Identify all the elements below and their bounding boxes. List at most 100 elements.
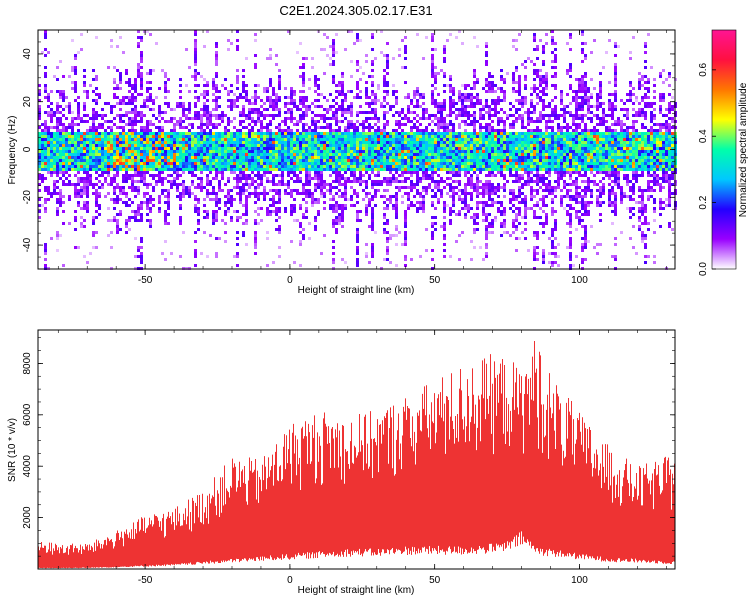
heatmap-cell xyxy=(41,123,44,126)
heatmap-cell xyxy=(131,120,134,123)
heatmap-cell xyxy=(200,117,203,120)
heatmap-cell xyxy=(314,126,317,129)
heatmap-cell xyxy=(227,144,230,147)
heatmap-cell xyxy=(371,246,374,249)
heatmap-cell xyxy=(59,150,62,153)
heatmap-cell xyxy=(92,114,95,117)
heatmap-cell xyxy=(458,183,461,186)
heatmap-cell xyxy=(344,162,347,165)
heatmap-cell xyxy=(266,192,269,195)
heatmap-cell xyxy=(293,102,296,105)
heatmap-cell xyxy=(167,90,170,93)
heatmap-cell xyxy=(194,165,197,168)
heatmap-cell xyxy=(281,135,284,138)
heatmap-cell xyxy=(281,129,284,132)
heatmap-cell xyxy=(212,78,215,81)
heatmap-cell xyxy=(383,159,386,162)
heatmap-cell xyxy=(116,162,119,165)
heatmap-cell xyxy=(125,159,128,162)
heatmap-cell xyxy=(218,153,221,156)
heatmap-cell xyxy=(194,150,197,153)
heatmap-cell xyxy=(47,105,50,108)
heatmap-cell xyxy=(386,42,389,45)
heatmap-cell xyxy=(245,177,248,180)
heatmap-cell xyxy=(503,222,506,225)
heatmap-cell xyxy=(464,201,467,204)
heatmap-cell xyxy=(140,111,143,114)
heatmap-cell xyxy=(377,162,380,165)
heatmap-cell xyxy=(401,132,404,135)
heatmap-cell xyxy=(410,111,413,114)
heatmap-cell xyxy=(227,201,230,204)
heatmap-cell xyxy=(68,153,71,156)
heatmap-cell xyxy=(344,186,347,189)
heatmap-cell xyxy=(116,147,119,150)
heatmap-cell xyxy=(443,129,446,132)
heatmap-cell xyxy=(176,102,179,105)
heatmap-cell xyxy=(476,204,479,207)
heatmap-cell xyxy=(242,69,245,72)
heatmap-cell xyxy=(152,141,155,144)
heatmap-cell xyxy=(98,195,101,198)
heatmap-cell xyxy=(56,66,59,69)
heatmap-cell xyxy=(392,147,395,150)
heatmap-cell xyxy=(485,105,488,108)
heatmap-cell xyxy=(209,183,212,186)
heatmap-cell xyxy=(128,120,131,123)
heatmap-cell xyxy=(95,162,98,165)
heatmap-cell xyxy=(80,186,83,189)
heatmap-cell xyxy=(356,33,359,36)
heatmap-cell xyxy=(278,195,281,198)
heatmap-cell xyxy=(428,156,431,159)
heatmap-cell xyxy=(119,156,122,159)
heatmap-cell xyxy=(53,183,56,186)
heatmap-cell xyxy=(401,141,404,144)
heatmap-cell xyxy=(335,84,338,87)
heatmap-cell xyxy=(320,114,323,117)
heatmap-cell xyxy=(140,156,143,159)
heatmap-cell xyxy=(356,177,359,180)
heatmap-cell xyxy=(53,147,56,150)
heatmap-cell xyxy=(119,210,122,213)
heatmap-cell xyxy=(134,90,137,93)
heatmap-cell xyxy=(140,159,143,162)
heatmap-cell xyxy=(464,153,467,156)
heatmap-cell xyxy=(374,93,377,96)
heatmap-cell xyxy=(62,90,65,93)
heatmap-cell xyxy=(446,39,449,42)
heatmap-cell xyxy=(134,168,137,171)
heatmap-cell xyxy=(293,150,296,153)
heatmap-cell xyxy=(203,111,206,114)
heatmap-cell xyxy=(68,159,71,162)
heatmap-cell xyxy=(254,123,257,126)
heatmap-cell xyxy=(335,108,338,111)
heatmap-cell xyxy=(407,165,410,168)
heatmap-cell xyxy=(467,165,470,168)
heatmap-cell xyxy=(215,174,218,177)
heatmap-cell xyxy=(299,135,302,138)
heatmap-cell xyxy=(236,135,239,138)
heatmap-cell xyxy=(122,174,125,177)
heatmap-cell xyxy=(332,129,335,132)
heatmap-cell xyxy=(401,66,404,69)
heatmap-cell xyxy=(338,159,341,162)
heatmap-cell xyxy=(464,207,467,210)
heatmap-cell xyxy=(350,144,353,147)
heatmap-cell xyxy=(293,207,296,210)
heatmap-cell xyxy=(287,186,290,189)
heatmap-cell xyxy=(53,138,56,141)
heatmap-cell xyxy=(77,165,80,168)
heatmap-cell xyxy=(449,165,452,168)
heatmap-cell xyxy=(101,171,104,174)
heatmap-cell xyxy=(305,180,308,183)
heatmap-cell xyxy=(359,141,362,144)
heatmap-cell xyxy=(236,45,239,48)
heatmap-cell xyxy=(194,141,197,144)
heatmap-cell xyxy=(485,231,488,234)
heatmap-cell xyxy=(395,99,398,102)
heatmap-cell xyxy=(188,132,191,135)
heatmap-cell xyxy=(53,159,56,162)
heatmap-cell xyxy=(227,192,230,195)
heatmap-cell xyxy=(473,129,476,132)
heatmap-cell xyxy=(59,117,62,120)
